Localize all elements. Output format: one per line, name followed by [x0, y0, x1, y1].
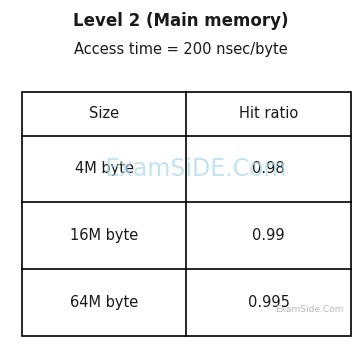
- Text: 16M byte: 16M byte: [70, 228, 138, 243]
- Text: Size: Size: [89, 106, 119, 121]
- Text: ExamSide.Com: ExamSide.Com: [275, 305, 344, 314]
- Text: ExamSiDE.Com: ExamSiDE.Com: [104, 157, 287, 181]
- Text: Access time = 200 nsec/byte: Access time = 200 nsec/byte: [74, 42, 288, 56]
- Text: Level 2 (Main memory): Level 2 (Main memory): [73, 12, 289, 30]
- Text: Hit ratio: Hit ratio: [239, 106, 298, 121]
- Text: 4M byte: 4M byte: [75, 162, 134, 176]
- Text: 0.98: 0.98: [252, 162, 285, 176]
- Text: 0.99: 0.99: [252, 228, 285, 243]
- Text: 0.995: 0.995: [248, 295, 290, 310]
- Text: 64M byte: 64M byte: [70, 295, 138, 310]
